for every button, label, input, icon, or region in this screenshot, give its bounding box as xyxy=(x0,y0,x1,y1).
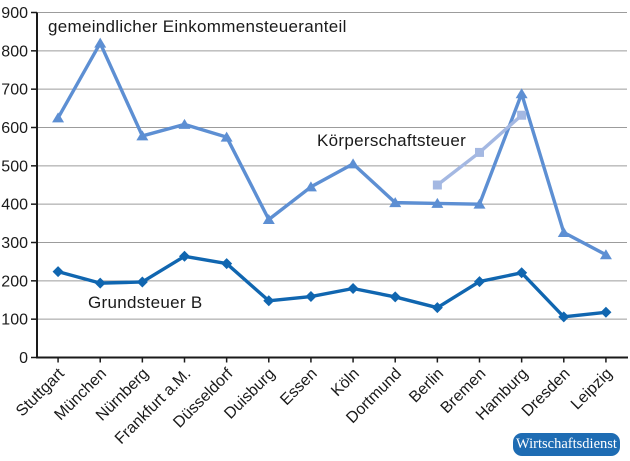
wirtschaftsdienst-badge: Wirtschaftsdienst xyxy=(513,433,620,456)
y-tick-label: 800 xyxy=(1,43,28,60)
y-tick-label: 900 xyxy=(1,5,28,22)
y-tick-label: 700 xyxy=(1,82,28,99)
marker-triangle xyxy=(136,130,149,141)
marker-diamond xyxy=(431,302,443,314)
marker-triangle xyxy=(515,88,528,99)
series-line-0 xyxy=(56,41,608,257)
marker-triangle xyxy=(262,214,275,224)
x-tick-label: Berlin xyxy=(406,365,447,406)
marker-triangle xyxy=(94,37,107,48)
marker-triangle xyxy=(304,181,317,192)
marker-diamond xyxy=(516,267,528,279)
marker-triangle xyxy=(473,198,486,209)
y-tick-label: 600 xyxy=(1,120,28,137)
series-label-einkommensteueranteil: gemeindlicher Einkommensteueranteil xyxy=(48,17,347,36)
marker-diamond xyxy=(179,250,190,262)
marker-square xyxy=(517,110,527,120)
y-tick-label: 500 xyxy=(1,158,28,175)
x-tick-label: Essen xyxy=(277,365,320,408)
x-tick-label: Köln xyxy=(328,365,363,400)
marker-diamond xyxy=(600,306,612,318)
marker-diamond xyxy=(305,291,317,303)
marker-diamond xyxy=(347,283,359,294)
marker-diamond xyxy=(136,276,148,288)
series-label-koerperschaftsteuer: Körperschaftsteuer xyxy=(317,131,467,150)
marker-diamond xyxy=(52,266,64,278)
y-tick-label: 200 xyxy=(1,273,28,290)
marker-square xyxy=(475,147,484,157)
x-tick-label: Leipzig xyxy=(568,365,616,413)
marker-diamond xyxy=(221,258,233,270)
marker-triangle xyxy=(52,112,65,123)
y-tick-label: 400 xyxy=(1,197,28,214)
marker-triangle xyxy=(347,158,360,169)
y-tick-label: 100 xyxy=(1,312,28,329)
marker-triangle xyxy=(599,249,612,260)
marker-diamond xyxy=(94,277,106,289)
series-label-grundsteuer-b: Grundsteuer B xyxy=(88,293,203,312)
marker-triangle xyxy=(431,197,444,208)
marker-diamond xyxy=(263,295,275,307)
series-line-2 xyxy=(56,254,608,319)
marker-diamond xyxy=(474,276,485,288)
marker-square xyxy=(432,180,442,190)
marker-triangle xyxy=(178,118,191,129)
marker-triangle xyxy=(220,131,233,142)
marker-triangle xyxy=(389,197,402,208)
y-tick-label: 300 xyxy=(1,235,28,252)
marker-diamond xyxy=(389,291,401,303)
y-tick-label: 0 xyxy=(19,350,28,367)
marker-triangle xyxy=(557,227,570,238)
marker-diamond xyxy=(558,311,570,323)
